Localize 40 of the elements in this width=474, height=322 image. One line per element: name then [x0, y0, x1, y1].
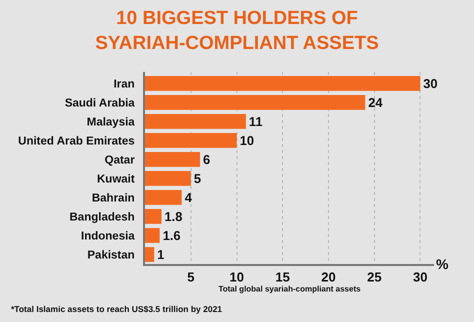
- bar: [145, 209, 162, 224]
- y-tick-label: Pakistan: [87, 250, 135, 262]
- y-tick-label: Saudi Arabia: [64, 97, 136, 110]
- text: %: [436, 256, 449, 272]
- chart-title: 10 BIGGEST HOLDERS OF SYARIAH-COMPLIANT ASSETS: [95, 8, 379, 54]
- data-label: 30: [423, 76, 438, 91]
- x-tick-label: 20: [321, 270, 336, 285]
- y-tick-label: Indonesia: [81, 230, 136, 243]
- bar: [145, 133, 237, 148]
- bar: [145, 95, 366, 110]
- x-tick-label: 30: [413, 270, 428, 285]
- data-label: 1.6: [162, 228, 181, 243]
- x-tick-label: 25: [367, 270, 382, 285]
- data-label: 4: [184, 190, 193, 205]
- text: *Total Islamic assets to reach US$3.5 trillion by 2021: [11, 304, 222, 314]
- bar: [145, 76, 420, 91]
- y-tick-label: Malaysia: [86, 116, 136, 128]
- x-tick-label: 15: [275, 270, 290, 285]
- bar: [145, 190, 182, 205]
- y-tick-label: Iran: [114, 78, 135, 90]
- data-label: 1.8: [164, 208, 182, 224]
- data-label: 11: [248, 114, 263, 129]
- x-tick-label: 10: [230, 270, 244, 285]
- bar: [145, 114, 246, 129]
- x-axis-title: Total global syariah-compliant assets: [218, 284, 362, 294]
- y-tick-label: Qatar: [104, 154, 136, 166]
- x-tick-label: 5: [187, 270, 194, 285]
- bar: [145, 171, 191, 186]
- bar: [145, 228, 160, 243]
- data-label: 24: [368, 94, 384, 110]
- y-tick-label: United Arab Emirates: [18, 135, 135, 148]
- data-label: 5: [194, 170, 202, 186]
- y-tick-label: Bangladesh: [70, 212, 135, 224]
- bar: [145, 247, 154, 262]
- y-tick-label: Kuwait: [96, 173, 135, 186]
- data-label: 6: [203, 152, 210, 167]
- data-label: 10: [240, 132, 254, 148]
- data-label: 1: [157, 246, 164, 262]
- bar: [145, 152, 200, 167]
- y-tick-label: Bahrain: [92, 192, 135, 204]
